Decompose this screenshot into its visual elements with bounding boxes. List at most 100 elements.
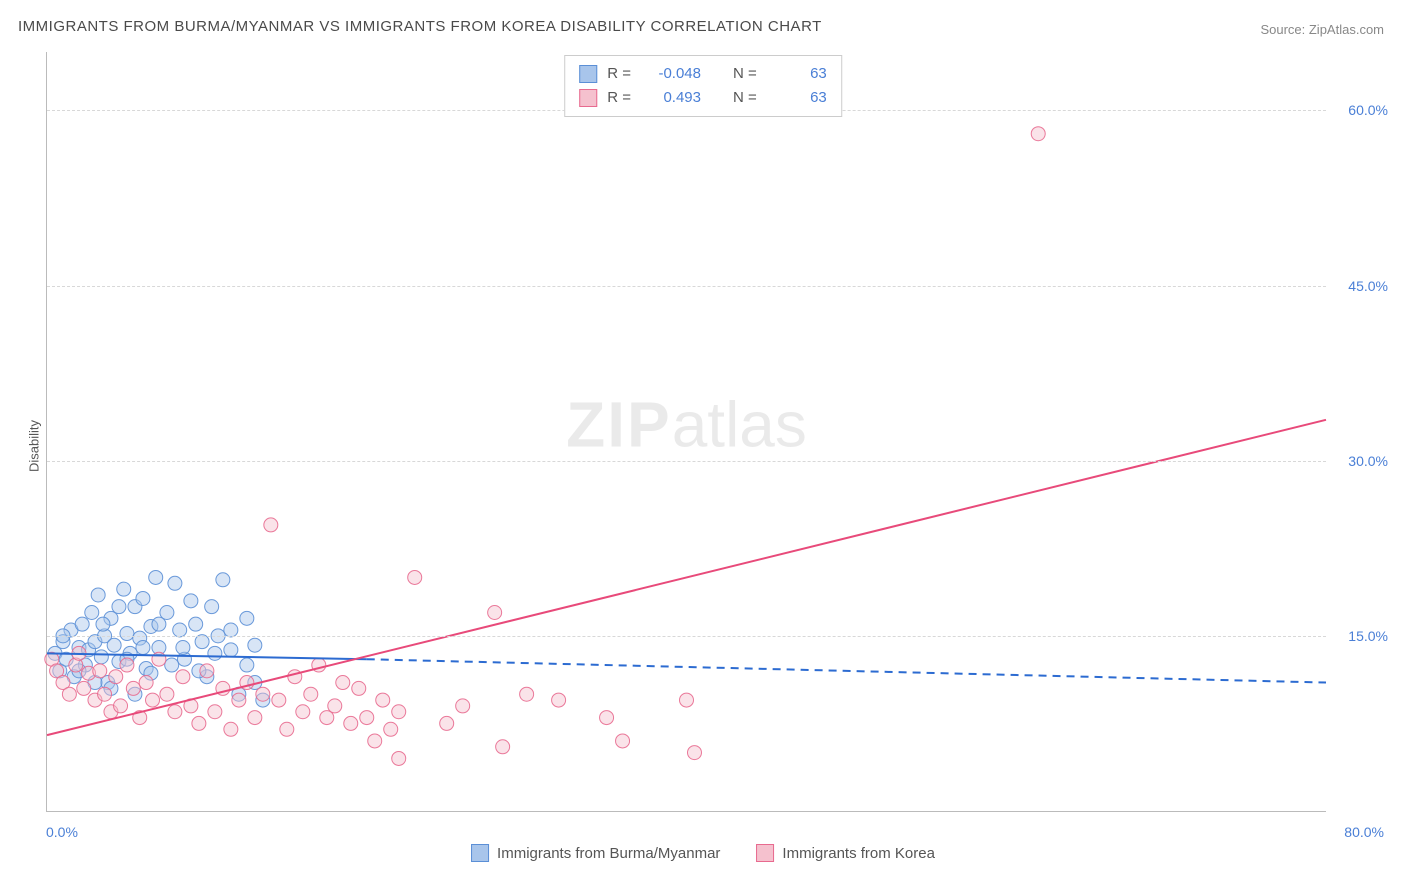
legend-item-1: Immigrants from Korea <box>756 844 935 862</box>
data-point <box>440 716 454 730</box>
data-point <box>680 693 694 707</box>
bottom-legend: Immigrants from Burma/Myanmar Immigrants… <box>471 844 935 862</box>
data-point <box>687 746 701 760</box>
n-value-0: 63 <box>767 62 827 86</box>
data-point <box>200 664 214 678</box>
legend-swatch-1 <box>756 844 774 862</box>
legend-item-0: Immigrants from Burma/Myanmar <box>471 844 720 862</box>
plot-area: ZIPatlas 15.0%30.0%45.0%60.0% <box>46 52 1326 812</box>
data-point <box>272 693 286 707</box>
data-point <box>189 617 203 631</box>
data-point <box>117 582 131 596</box>
data-point <box>336 676 350 690</box>
data-point <box>328 699 342 713</box>
r-label: R = <box>607 86 631 110</box>
data-point <box>296 705 310 719</box>
trend-line-extrapolation <box>367 659 1326 682</box>
data-point <box>248 638 262 652</box>
data-point <box>616 734 630 748</box>
data-point <box>139 676 153 690</box>
y-tick-label: 45.0% <box>1348 278 1388 294</box>
data-point <box>160 687 174 701</box>
r-label: R = <box>607 62 631 86</box>
data-point <box>107 638 121 652</box>
data-point <box>85 605 99 619</box>
data-point <box>112 600 126 614</box>
data-point <box>77 681 91 695</box>
stats-row-series-1: R = 0.493 N = 63 <box>579 86 827 110</box>
data-point <box>224 643 238 657</box>
data-point <box>264 518 278 532</box>
data-point <box>149 570 163 584</box>
data-point <box>408 570 422 584</box>
data-point <box>248 711 262 725</box>
data-point <box>152 617 166 631</box>
data-point <box>146 693 160 707</box>
swatch-series-1 <box>579 89 597 107</box>
data-point <box>75 617 89 631</box>
data-point <box>368 734 382 748</box>
scatter-svg <box>47 52 1326 811</box>
data-point <box>192 716 206 730</box>
data-point <box>208 646 222 660</box>
data-point <box>93 664 107 678</box>
data-point <box>216 573 230 587</box>
data-point <box>120 627 134 641</box>
x-tick-min: 0.0% <box>46 824 78 840</box>
data-point <box>304 687 318 701</box>
r-value-0: -0.048 <box>641 62 701 86</box>
chart-title: IMMIGRANTS FROM BURMA/MYANMAR VS IMMIGRA… <box>18 18 822 35</box>
trend-line <box>47 420 1326 735</box>
legend-label-0: Immigrants from Burma/Myanmar <box>497 845 720 862</box>
source-attribution: Source: ZipAtlas.com <box>1260 22 1384 37</box>
data-point <box>280 722 294 736</box>
data-point <box>352 681 366 695</box>
data-point <box>232 693 246 707</box>
data-point <box>176 641 190 655</box>
data-point <box>184 594 198 608</box>
data-point <box>1031 127 1045 141</box>
data-point <box>91 588 105 602</box>
stats-row-series-0: R = -0.048 N = 63 <box>579 62 827 86</box>
data-point <box>62 687 76 701</box>
data-point <box>240 658 254 672</box>
data-point <box>126 681 140 695</box>
y-axis-label: Disability <box>27 420 42 472</box>
data-point <box>205 600 219 614</box>
y-tick-label: 60.0% <box>1348 102 1388 118</box>
n-value-1: 63 <box>767 86 827 110</box>
data-point <box>496 740 510 754</box>
data-point <box>168 576 182 590</box>
data-point <box>224 722 238 736</box>
data-point <box>360 711 374 725</box>
data-point <box>96 617 110 631</box>
data-point <box>376 693 390 707</box>
data-point <box>98 687 112 701</box>
data-point <box>94 650 108 664</box>
n-label: N = <box>733 62 757 86</box>
data-point <box>456 699 470 713</box>
data-point <box>208 705 222 719</box>
data-point <box>520 687 534 701</box>
data-point <box>136 641 150 655</box>
data-point <box>109 670 123 684</box>
data-point <box>392 705 406 719</box>
data-point <box>392 751 406 765</box>
data-point <box>344 716 358 730</box>
stats-legend-box: R = -0.048 N = 63 R = 0.493 N = 63 <box>564 55 842 117</box>
legend-swatch-0 <box>471 844 489 862</box>
y-tick-label: 30.0% <box>1348 453 1388 469</box>
data-point <box>165 658 179 672</box>
n-label: N = <box>733 86 757 110</box>
data-point <box>600 711 614 725</box>
r-value-1: 0.493 <box>641 86 701 110</box>
swatch-series-0 <box>579 65 597 83</box>
data-point <box>176 670 190 684</box>
data-point <box>488 605 502 619</box>
data-point <box>114 699 128 713</box>
data-point <box>552 693 566 707</box>
data-point <box>152 652 166 666</box>
data-point <box>256 687 270 701</box>
data-point <box>240 611 254 625</box>
data-point <box>136 591 150 605</box>
